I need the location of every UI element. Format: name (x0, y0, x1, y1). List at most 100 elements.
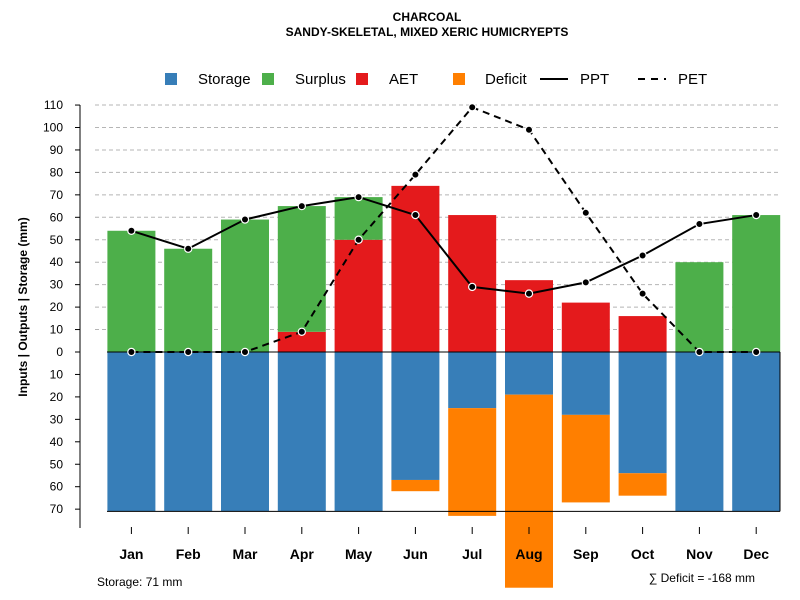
legend-label-ppt: PPT (580, 71, 609, 88)
bars (107, 185, 781, 588)
storage-bar (561, 352, 610, 415)
x-tick-label: Oct (631, 546, 655, 562)
deficit-bar (618, 473, 667, 496)
pet-point (581, 208, 591, 218)
x-tick-label: Jun (403, 546, 428, 562)
x-tick-label: Apr (290, 546, 315, 562)
storage-bar (448, 352, 497, 409)
y-tick-label: 0 (56, 345, 63, 359)
storage-note: Storage: 71 mm (97, 575, 182, 589)
legend-swatch-deficit (453, 73, 465, 85)
x-tick-label: Jul (462, 546, 482, 562)
deficit-note: ∑ Deficit = -168 mm (649, 571, 755, 585)
ppt-point (524, 289, 534, 298)
y-tick-label: 10 (50, 323, 64, 337)
legend-label-aet: AET (389, 71, 418, 88)
ppt-point (297, 201, 306, 211)
pet-point (354, 235, 363, 244)
pet-point (695, 347, 704, 357)
x-tick-label: Mar (233, 546, 258, 562)
y-tick-label: 50 (50, 457, 64, 471)
series-lines (127, 103, 761, 357)
y-tick-label: 40 (50, 435, 64, 449)
ppt-point (411, 210, 420, 220)
chart-subtitle: SANDY-SKELETAL, MIXED XERIC HUMICRYEPTS (286, 25, 569, 39)
storage-bar (221, 352, 269, 512)
deficit-bar (448, 408, 497, 516)
surplus-bar (277, 206, 326, 332)
ppt-point (240, 215, 250, 224)
y-tick-label: 70 (50, 502, 64, 516)
surplus-bar (107, 230, 156, 352)
pet-point (411, 170, 420, 179)
legend-swatch-storage (165, 73, 177, 85)
x-tick-label: Aug (515, 546, 542, 562)
legend-label-storage: Storage (198, 71, 251, 88)
pet-point (752, 347, 761, 357)
storage-bar (277, 352, 326, 512)
x-tick-label: Feb (176, 546, 201, 562)
legend-swatch-aet (356, 73, 368, 85)
surplus-bar (221, 219, 269, 352)
ppt-point (354, 192, 363, 202)
x-tick-label: Jan (119, 546, 143, 562)
legend: Storage Surplus AET Deficit PPT PET (165, 71, 707, 88)
ppt-point (638, 251, 647, 260)
ppt-point (581, 278, 591, 287)
storage-bar (505, 352, 553, 395)
y-axis-label: Inputs | Outputs | Storage (mm) (16, 217, 30, 396)
deficit-bar (505, 394, 553, 588)
y-tick-label: 80 (50, 165, 64, 179)
y-tick-label: 10 (50, 367, 64, 381)
y-tick-label: 20 (50, 390, 64, 404)
surplus-bar (675, 262, 724, 352)
x-tick-label: Dec (743, 546, 769, 562)
surplus-bar (164, 248, 213, 352)
pet-point (127, 347, 136, 357)
aet-bar (334, 239, 383, 352)
storage-bar (618, 352, 667, 474)
legend-label-deficit: Deficit (485, 71, 528, 88)
aet-bar (618, 316, 667, 352)
aet-bar (561, 302, 610, 352)
pet-point (524, 125, 534, 134)
y-tick-label: 30 (50, 412, 64, 426)
ppt-point (127, 226, 136, 235)
ppt-point (468, 282, 477, 292)
surplus-bar (334, 197, 383, 240)
surplus-bar (732, 215, 781, 352)
y-tick-label: 100 (43, 121, 63, 135)
storage-bar (107, 352, 156, 512)
legend-label-pet: PET (678, 71, 707, 88)
ppt-point (752, 210, 761, 220)
ppt-point (183, 244, 193, 253)
y-tick-label: 60 (50, 210, 64, 224)
deficit-bar (561, 414, 610, 503)
x-tick-label: May (345, 546, 372, 562)
y-tick-label: 20 (50, 300, 64, 314)
y-tick-label: 70 (50, 188, 64, 202)
storage-bar (164, 352, 213, 512)
storage-bar (675, 352, 724, 512)
x-tick-label: Nov (686, 546, 713, 562)
legend-swatch-surplus (262, 73, 274, 85)
y-tick-label: 90 (50, 143, 64, 157)
pet-point (297, 327, 306, 336)
pet-point (468, 103, 477, 112)
y-tick-label: 40 (50, 255, 64, 269)
pet-point (240, 347, 250, 357)
ppt-point (695, 219, 704, 229)
deficit-bar (391, 479, 440, 492)
ppt-line (131, 196, 757, 295)
pet-point (183, 347, 193, 357)
x-tick-label: Sep (573, 546, 599, 562)
y-tick-label: 30 (50, 278, 64, 292)
y-tick-label: 50 (50, 233, 64, 247)
y-tick-label: 60 (50, 480, 64, 494)
chart-title: CHARCOAL (393, 10, 462, 24)
legend-label-surplus: Surplus (295, 71, 346, 88)
pet-line (131, 106, 757, 353)
pet-point (638, 289, 647, 298)
storage-bar (732, 352, 781, 512)
